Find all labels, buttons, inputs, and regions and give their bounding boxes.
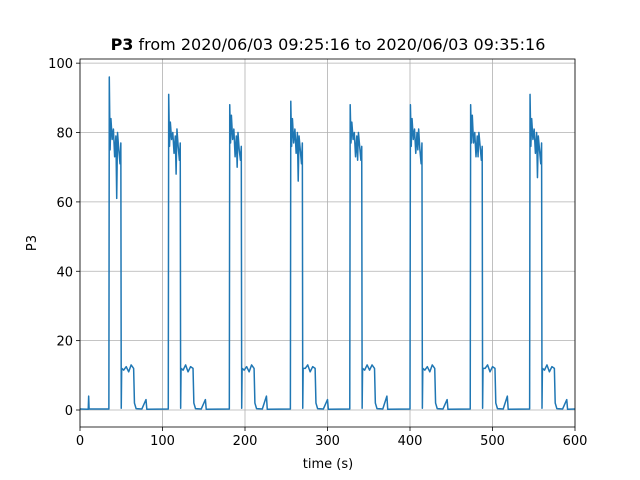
x-tick-label: 200 <box>233 434 258 449</box>
x-tick-label: 0 <box>76 434 84 449</box>
y-tick-label: 60 <box>56 196 73 211</box>
data-line <box>79 76 576 411</box>
y-tick-label: 100 <box>48 57 73 72</box>
y-tick-label: 0 <box>65 404 73 419</box>
y-tick-label: 20 <box>56 335 73 350</box>
y-axis-label: P3 <box>25 235 40 251</box>
x-tick-label: 600 <box>563 434 588 449</box>
axes-frame <box>79 58 576 428</box>
title-bold: P3 <box>111 35 134 54</box>
chart-title: P3 from 2020/06/03 09:25:16 to 2020/06/0… <box>111 35 546 54</box>
plot-area: 0 100 200 300 400 500 600 0 20 40 60 80 100 <box>48 57 587 449</box>
x-tick-label: 100 <box>150 434 175 449</box>
y-tick-label: 80 <box>56 127 73 142</box>
y-tick-label: 40 <box>56 265 73 280</box>
title-rest: from 2020/06/03 09:25:16 to 2020/06/03 0… <box>139 35 546 54</box>
x-tick-label: 400 <box>398 434 423 449</box>
x-tick-label: 500 <box>480 434 505 449</box>
x-tick-label: 300 <box>315 434 340 449</box>
x-axis-label: time (s) <box>303 457 353 472</box>
